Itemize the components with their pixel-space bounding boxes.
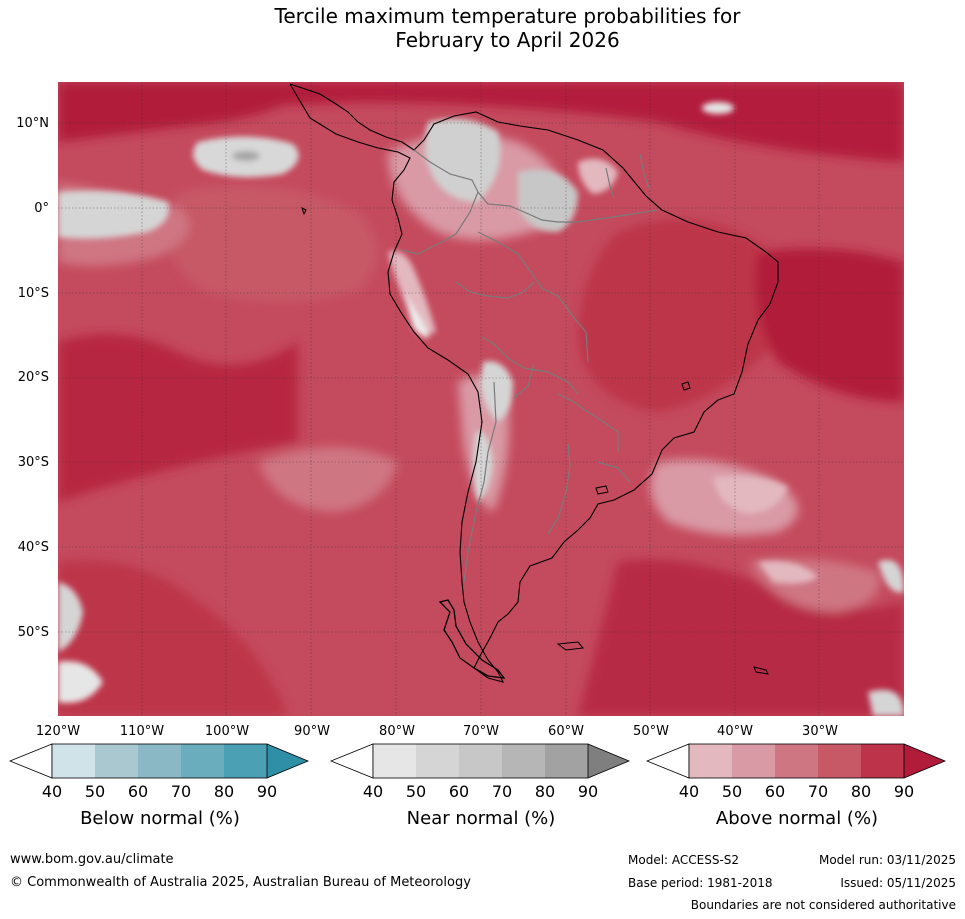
near-tick-80: 80: [534, 782, 556, 801]
lon-label-110w: 110°W: [119, 724, 165, 739]
below-swatch-3: [138, 744, 181, 778]
lon-label-50w: 50°W: [633, 724, 669, 739]
base-period-text: Base period: 1981-2018: [628, 876, 773, 890]
colorbar-near-svg: [329, 743, 631, 779]
lat-label-0: 0°: [34, 201, 49, 216]
above-swatch-2: [732, 744, 775, 778]
above-swatch-1: [689, 744, 732, 778]
near-swatch-2: [416, 744, 459, 778]
above-tick-50: 50: [721, 782, 743, 801]
lon-label-80w: 80°W: [379, 724, 415, 739]
lon-label-60w: 60°W: [548, 724, 584, 739]
above-tick-40: 40: [678, 782, 700, 801]
near-swatch-0: [329, 743, 374, 779]
near-swatch-4: [502, 744, 545, 778]
above-swatch-4: [818, 744, 861, 778]
probability-map: [58, 82, 904, 716]
map-title-line1: Tercile maximum temperature probabilitie…: [274, 4, 741, 28]
coastline: [289, 83, 779, 683]
lat-label-20s: 20°S: [17, 370, 49, 385]
below-swatch-0: [8, 743, 53, 779]
country-borders: [401, 149, 659, 583]
near-normal-field: [58, 102, 904, 716]
near-swatch-5: [545, 744, 588, 778]
above-swatch-6: [904, 744, 945, 778]
near-swatch-1: [373, 744, 416, 778]
below-tick-60: 60: [127, 782, 149, 801]
lon-label-120w: 120°W: [35, 724, 81, 739]
above-tick-70: 70: [807, 782, 829, 801]
lat-label-10s: 10°S: [17, 286, 49, 301]
lat-label-30s: 30°S: [17, 455, 49, 470]
lon-label-100w: 100°W: [204, 724, 250, 739]
below-swatch-4: [181, 744, 224, 778]
below-tick-50: 50: [84, 782, 106, 801]
colorbar-near-normal: [329, 743, 631, 781]
colorbar-below-svg: [8, 743, 310, 779]
near-normal-title: Near normal (%): [406, 808, 556, 829]
below-normal-title: Below normal (%): [80, 808, 240, 829]
near-tick-40: 40: [362, 782, 384, 801]
website-link[interactable]: www.bom.gov.au/climate: [10, 852, 174, 867]
colorbar-above-normal: [645, 743, 947, 781]
lat-label-10n: 10°N: [16, 116, 49, 131]
above-tick-90: 90: [893, 782, 915, 801]
below-tick-90: 90: [256, 782, 278, 801]
above-tick-60: 60: [764, 782, 786, 801]
map-title-line2: February to April 2026: [395, 28, 620, 52]
disclaimer-text: Boundaries are not considered authoritat…: [690, 898, 956, 912]
below-tick-40: 40: [41, 782, 63, 801]
lon-label-70w: 70°W: [463, 724, 499, 739]
tierra-del-fuego: [438, 599, 506, 679]
below-swatch-2: [95, 744, 138, 778]
map-title: Tercile maximum temperature probabilitie…: [0, 4, 965, 52]
above-tick-80: 80: [850, 782, 872, 801]
above-swatch-0: [645, 743, 690, 779]
issued-text: Issued: 05/11/2025: [840, 876, 956, 890]
near-tick-70: 70: [491, 782, 513, 801]
above-swatch-5: [861, 744, 904, 778]
above-swatch-3: [775, 744, 818, 778]
near-swatch-3: [459, 744, 502, 778]
below-swatch-1: [52, 744, 95, 778]
near-tick-50: 50: [405, 782, 427, 801]
below-tick-80: 80: [213, 782, 235, 801]
copyright-text: © Commonwealth of Australia 2025, Austra…: [10, 875, 471, 890]
lat-label-50s: 50°S: [17, 625, 49, 640]
colorbar-below-normal: [8, 743, 310, 781]
model-run-text: Model run: 03/11/2025: [818, 853, 956, 867]
below-swatch-5: [224, 744, 267, 778]
below-swatch-6: [267, 744, 308, 778]
graticule: [58, 82, 904, 716]
lon-label-90w: 90°W: [294, 724, 330, 739]
colorbar-above-svg: [645, 743, 947, 779]
model-text: Model: ACCESS-S2: [628, 853, 740, 867]
lon-label-40w: 40°W: [717, 724, 753, 739]
lon-label-30w: 30°W: [802, 724, 838, 739]
near-tick-60: 60: [448, 782, 470, 801]
below-tick-70: 70: [170, 782, 192, 801]
map-svg: [58, 82, 904, 716]
near-tick-90: 90: [577, 782, 599, 801]
near-swatch-6: [588, 744, 629, 778]
islands: [301, 207, 769, 675]
lat-label-40s: 40°S: [17, 540, 49, 555]
above-normal-title: Above normal (%): [715, 808, 879, 829]
